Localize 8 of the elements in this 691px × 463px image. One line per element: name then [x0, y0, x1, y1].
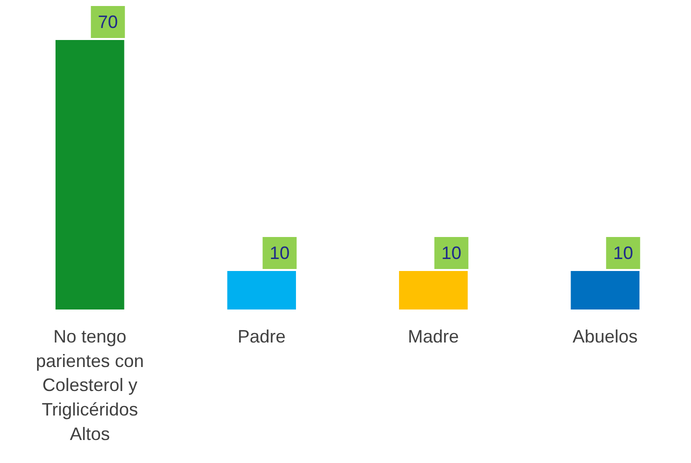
data-label: 70 — [98, 12, 118, 32]
x-tick-label: Padre — [238, 326, 286, 347]
x-tick-label: Madre — [408, 326, 459, 347]
x-tick-label: No tengo parientes con Colesterol y Triglicéridos Altos — [36, 326, 144, 444]
data-label: 10 — [441, 242, 462, 263]
data-label: 10 — [270, 242, 290, 263]
x-tick-label: Abuelos — [572, 326, 638, 347]
data-label: 10 — [613, 242, 634, 263]
